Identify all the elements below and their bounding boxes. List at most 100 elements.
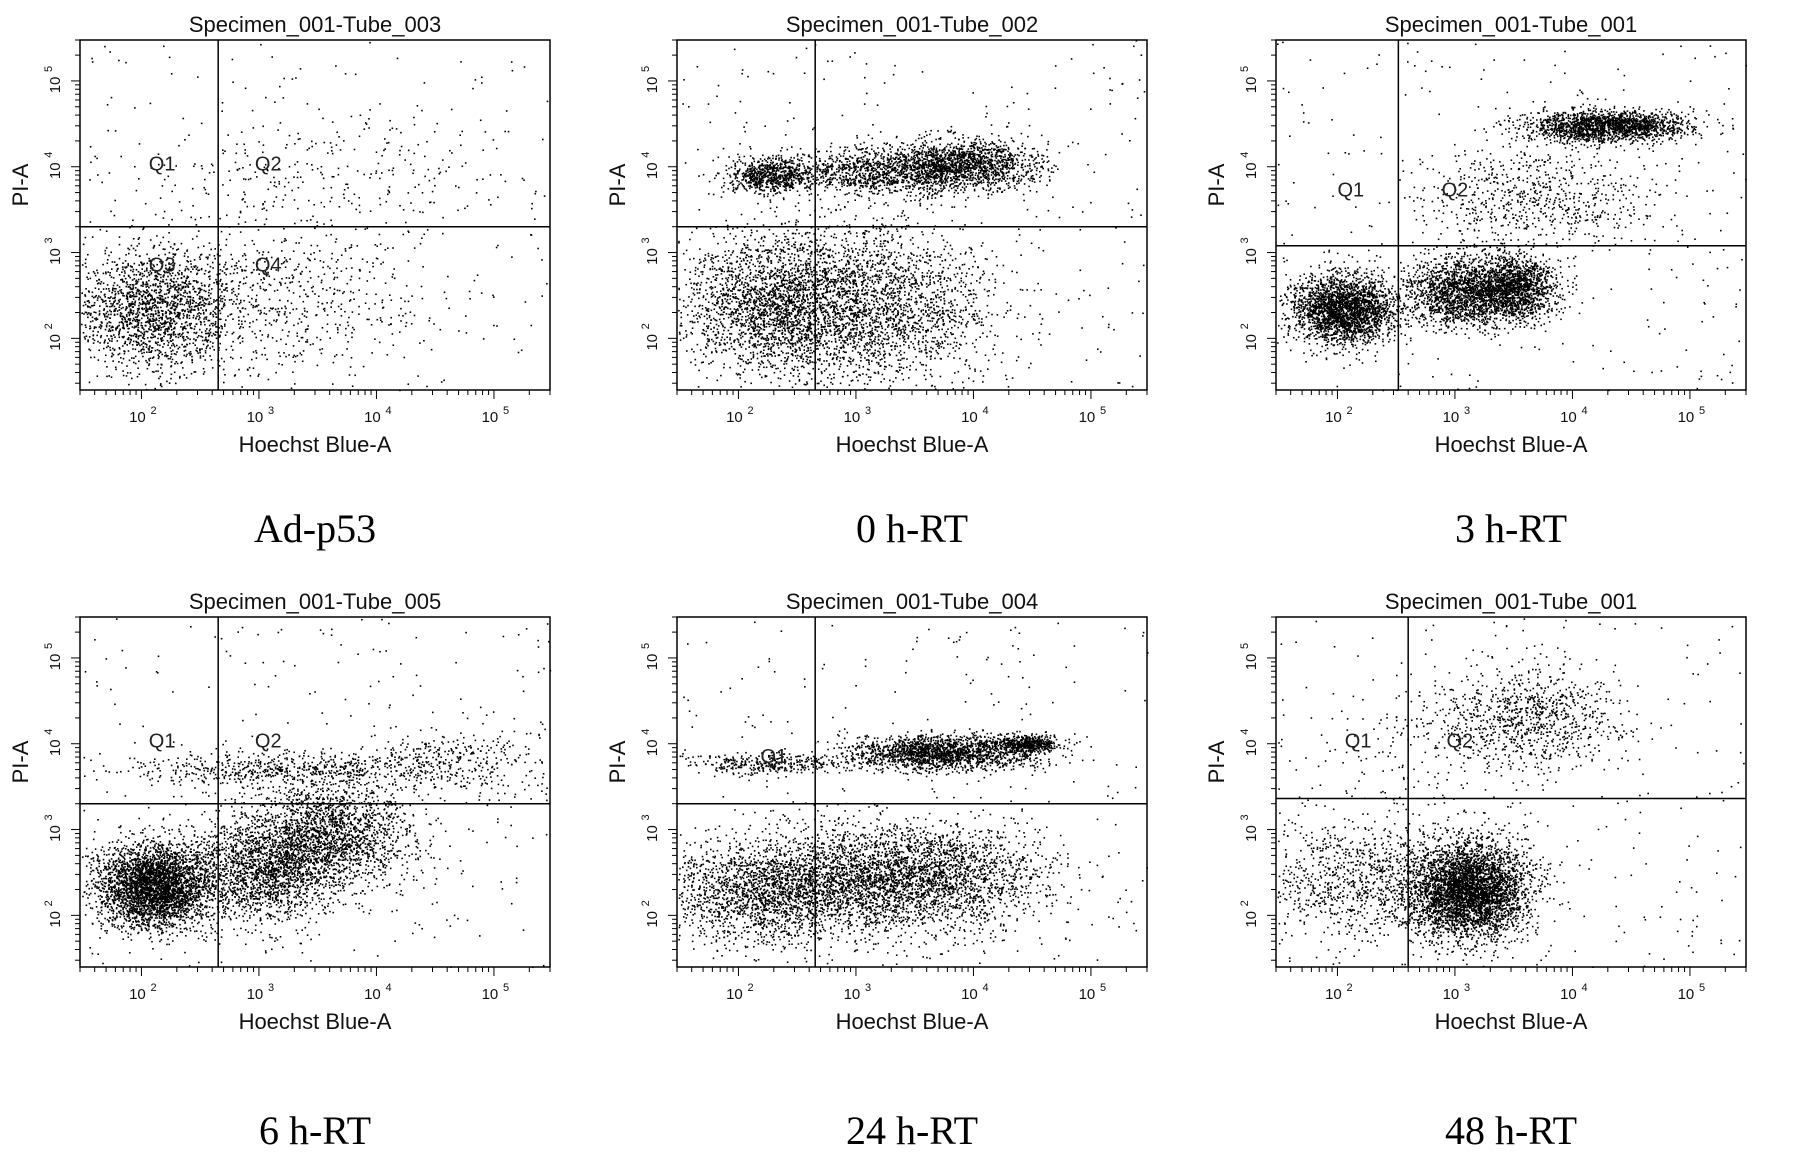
data-point — [861, 165, 863, 167]
data-point — [749, 177, 751, 179]
data-point — [129, 372, 132, 374]
data-point — [318, 295, 320, 298]
plot-title: Specimen_001-Tube_003 — [189, 12, 441, 37]
data-point — [771, 184, 774, 186]
data-point — [146, 351, 148, 353]
data-point — [178, 273, 180, 276]
data-point — [153, 304, 156, 306]
data-point — [917, 160, 919, 163]
data-point — [873, 178, 876, 181]
data-point — [439, 171, 442, 174]
data-point — [760, 173, 762, 175]
data-point — [766, 166, 768, 168]
data-point — [166, 301, 169, 303]
data-point — [752, 174, 754, 177]
data-point — [862, 185, 864, 187]
data-point — [164, 264, 167, 267]
data-point — [772, 194, 775, 197]
data-point — [844, 146, 846, 148]
data-point — [203, 289, 205, 292]
data-point — [773, 178, 776, 180]
data-point — [862, 161, 864, 163]
data-point — [898, 173, 901, 176]
data-point — [241, 199, 244, 201]
data-point — [784, 177, 786, 180]
data-point — [917, 176, 920, 178]
data-point — [925, 154, 928, 157]
data-point — [166, 257, 169, 259]
data-point — [84, 311, 87, 314]
data-point — [111, 340, 113, 342]
data-point — [243, 143, 245, 146]
data-point — [1035, 173, 1038, 176]
data-point — [847, 172, 850, 175]
data-point — [183, 255, 186, 257]
data-point — [176, 249, 178, 251]
data-point — [241, 386, 243, 388]
data-point — [851, 156, 853, 159]
data-point — [195, 339, 197, 341]
data-point — [141, 295, 144, 297]
data-point — [127, 263, 129, 265]
data-point — [778, 183, 781, 185]
data-point — [222, 305, 225, 308]
data-point — [137, 238, 140, 240]
data-point — [761, 160, 764, 162]
data-point — [761, 164, 764, 167]
data-point — [853, 180, 855, 183]
data-point — [826, 178, 829, 181]
data-point — [139, 272, 142, 274]
data-point — [198, 292, 200, 294]
data-point — [181, 343, 183, 346]
data-point — [294, 163, 296, 166]
data-point — [216, 281, 218, 283]
data-point — [856, 159, 859, 161]
data-point — [953, 173, 956, 175]
data-point — [932, 155, 935, 157]
data-point — [251, 109, 254, 112]
data-point — [879, 164, 881, 166]
data-point — [365, 123, 368, 125]
data-point — [145, 330, 147, 333]
data-point — [986, 181, 989, 184]
data-point — [845, 172, 847, 174]
data-point — [336, 289, 339, 292]
data-point — [155, 278, 158, 280]
data-point — [382, 306, 385, 309]
data-point — [87, 299, 90, 302]
data-point — [834, 161, 837, 163]
data-point — [940, 187, 942, 190]
data-point — [256, 282, 259, 285]
data-point — [882, 176, 885, 178]
data-point — [228, 299, 231, 301]
data-point — [157, 326, 160, 328]
data-point — [174, 323, 177, 325]
data-point — [154, 289, 156, 291]
data-point — [131, 312, 133, 314]
data-point — [854, 180, 856, 182]
data-point — [396, 57, 399, 60]
data-point — [235, 264, 237, 267]
data-point — [140, 331, 142, 333]
data-point — [314, 293, 316, 295]
data-point — [170, 365, 172, 368]
data-point — [112, 347, 114, 350]
data-point — [319, 260, 322, 262]
data-point — [379, 243, 382, 245]
data-point — [931, 190, 934, 192]
data-point — [780, 166, 782, 169]
data-point — [122, 294, 124, 297]
data-point — [733, 173, 736, 176]
data-point — [137, 341, 140, 344]
data-point — [830, 157, 832, 160]
data-point — [222, 152, 225, 155]
data-point — [170, 269, 172, 272]
data-point — [123, 327, 125, 330]
data-point — [873, 185, 875, 187]
data-point — [333, 276, 336, 279]
data-point — [962, 175, 964, 178]
data-point — [994, 166, 997, 169]
data-point — [168, 267, 170, 270]
data-point — [359, 269, 361, 271]
data-point — [285, 239, 287, 242]
